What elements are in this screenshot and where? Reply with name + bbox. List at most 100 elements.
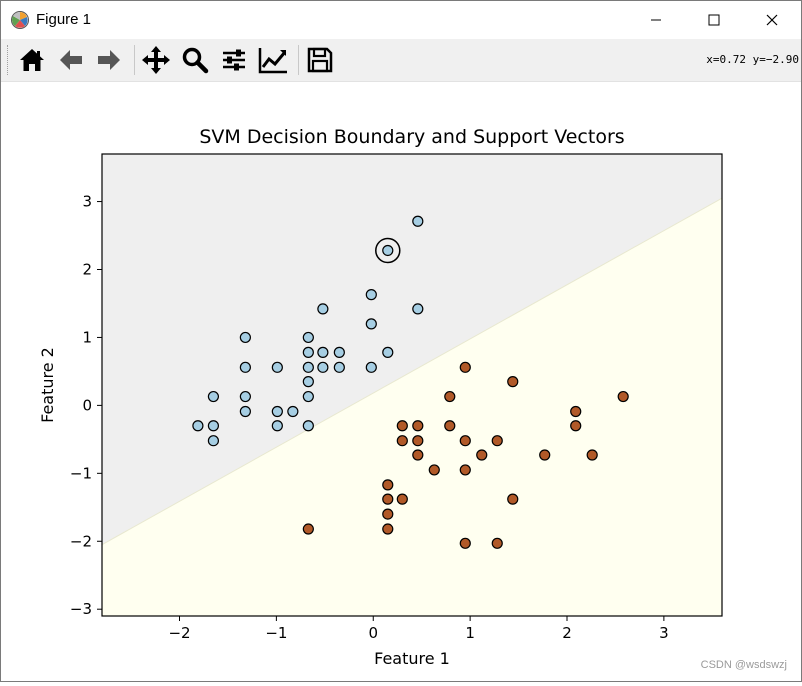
zoom-button[interactable] [178, 43, 212, 77]
arrow-right-icon [98, 50, 120, 70]
x-tick-label: −1 [265, 624, 287, 642]
floppy-disk-icon [307, 47, 333, 73]
data-point-class-0[interactable] [382, 244, 394, 257]
y-tick-label: 0 [82, 396, 92, 414]
decision-boundary-line [102, 197, 722, 546]
data-point-class-1[interactable] [396, 420, 408, 432]
data-point-class-0[interactable] [239, 361, 251, 373]
data-point-class-1[interactable] [570, 405, 582, 418]
back-button[interactable] [54, 43, 88, 77]
minimize-icon [651, 19, 661, 21]
pan-button[interactable] [139, 43, 173, 77]
data-point-class-0[interactable] [239, 390, 251, 403]
data-point-class-0[interactable] [271, 361, 283, 373]
data-point-class-1[interactable] [586, 449, 598, 461]
home-button[interactable] [15, 43, 49, 77]
data-point-class-0[interactable] [412, 215, 424, 227]
data-point-class-1[interactable] [444, 390, 456, 403]
data-point-class-0[interactable] [302, 361, 314, 373]
axes-frame [101, 153, 723, 617]
x-tick-label: 2 [562, 624, 572, 642]
data-point-class-1[interactable] [476, 449, 488, 461]
cursor-coordinates: x=0.72 y=−2.90 [706, 53, 799, 66]
data-point-class-0[interactable] [239, 331, 251, 344]
y-tick-label: 3 [82, 193, 92, 211]
data-point-class-0[interactable] [333, 346, 345, 358]
data-point-class-1[interactable] [444, 420, 456, 432]
data-point-class-0[interactable] [207, 390, 220, 403]
line-chart-icon [258, 48, 287, 74]
toolbar-separator [134, 45, 135, 75]
data-point-class-0[interactable] [271, 420, 283, 432]
y-tick-label: −1 [70, 464, 92, 482]
data-point-class-0[interactable] [302, 346, 314, 358]
data-point-class-0[interactable] [192, 420, 204, 432]
data-point-class-0[interactable] [412, 303, 424, 315]
data-point-class-1[interactable] [412, 449, 424, 461]
data-point-class-1[interactable] [459, 435, 471, 447]
data-point-class-0[interactable] [207, 435, 220, 447]
data-point-class-0[interactable] [317, 346, 329, 358]
data-point-class-1[interactable] [396, 435, 408, 447]
x-tick-label: 3 [659, 624, 669, 642]
data-point-class-1[interactable] [491, 537, 503, 549]
data-point-class-1[interactable] [507, 376, 519, 388]
data-point-class-1[interactable] [382, 479, 394, 491]
minimize-button[interactable] [627, 1, 685, 39]
data-point-class-1[interactable] [412, 435, 424, 447]
save-button[interactable] [303, 43, 337, 77]
data-point-class-0[interactable] [382, 346, 394, 358]
data-point-class-1[interactable] [382, 493, 394, 505]
data-point-class-0[interactable] [287, 405, 299, 418]
maximize-button[interactable] [685, 1, 743, 39]
data-point-class-0[interactable] [365, 289, 377, 301]
chart-svg[interactable]: SVM Decision Boundary and Support Vector… [1, 82, 801, 681]
data-point-class-1[interactable] [412, 420, 424, 432]
x-tick-label: 0 [368, 624, 378, 642]
data-point-class-1[interactable] [428, 464, 440, 476]
x-tick-label: 1 [465, 624, 475, 642]
data-point-class-0[interactable] [239, 405, 251, 418]
data-point-class-0[interactable] [271, 405, 283, 418]
data-point-class-1[interactable] [459, 537, 471, 549]
forward-button[interactable] [92, 43, 126, 77]
data-point-class-0[interactable] [317, 303, 329, 315]
data-point-class-1[interactable] [570, 420, 582, 432]
data-point-class-1[interactable] [617, 390, 629, 403]
data-point-class-1[interactable] [396, 493, 408, 505]
data-point-class-1[interactable] [459, 361, 471, 373]
data-point-class-0[interactable] [302, 331, 314, 344]
data-point-class-0[interactable] [317, 361, 329, 373]
data-point-class-0[interactable] [302, 376, 314, 388]
data-point-class-0[interactable] [333, 361, 345, 373]
data-point-class-1[interactable] [507, 493, 519, 505]
figure-canvas[interactable]: SVM Decision Boundary and Support Vector… [1, 82, 801, 681]
x-axis-label: Feature 1 [374, 649, 450, 668]
customize-button[interactable] [256, 43, 290, 77]
close-button[interactable] [743, 1, 801, 39]
y-tick-label: 1 [82, 328, 92, 346]
support-vector-marker[interactable] [375, 237, 401, 264]
data-point-class-1[interactable] [382, 523, 394, 535]
data-point-class-1[interactable] [459, 464, 471, 476]
data-point-class-1[interactable] [491, 435, 503, 447]
data-point-class-0[interactable] [302, 420, 314, 432]
data-point-class-1[interactable] [539, 449, 551, 461]
data-point-class-0[interactable] [302, 390, 314, 403]
subplots-button[interactable] [217, 43, 251, 77]
toolbar-grip[interactable] [7, 45, 10, 75]
arrow-left-icon [60, 50, 82, 70]
y-axis-label: Feature 2 [38, 347, 57, 423]
data-point-class-0[interactable] [365, 361, 377, 373]
data-point-class-1[interactable] [382, 508, 394, 520]
chart-title: SVM Decision Boundary and Support Vector… [199, 126, 624, 148]
data-point-class-0[interactable] [365, 318, 377, 330]
maximize-icon [708, 14, 720, 26]
toolbar-separator [298, 45, 299, 75]
y-tick-label: −2 [70, 532, 92, 550]
data-point-class-0[interactable] [207, 420, 220, 432]
window-title: Figure 1 [36, 11, 92, 28]
data-point-class-1[interactable] [302, 523, 314, 535]
title-bar[interactable]: Figure 1 [1, 1, 801, 39]
